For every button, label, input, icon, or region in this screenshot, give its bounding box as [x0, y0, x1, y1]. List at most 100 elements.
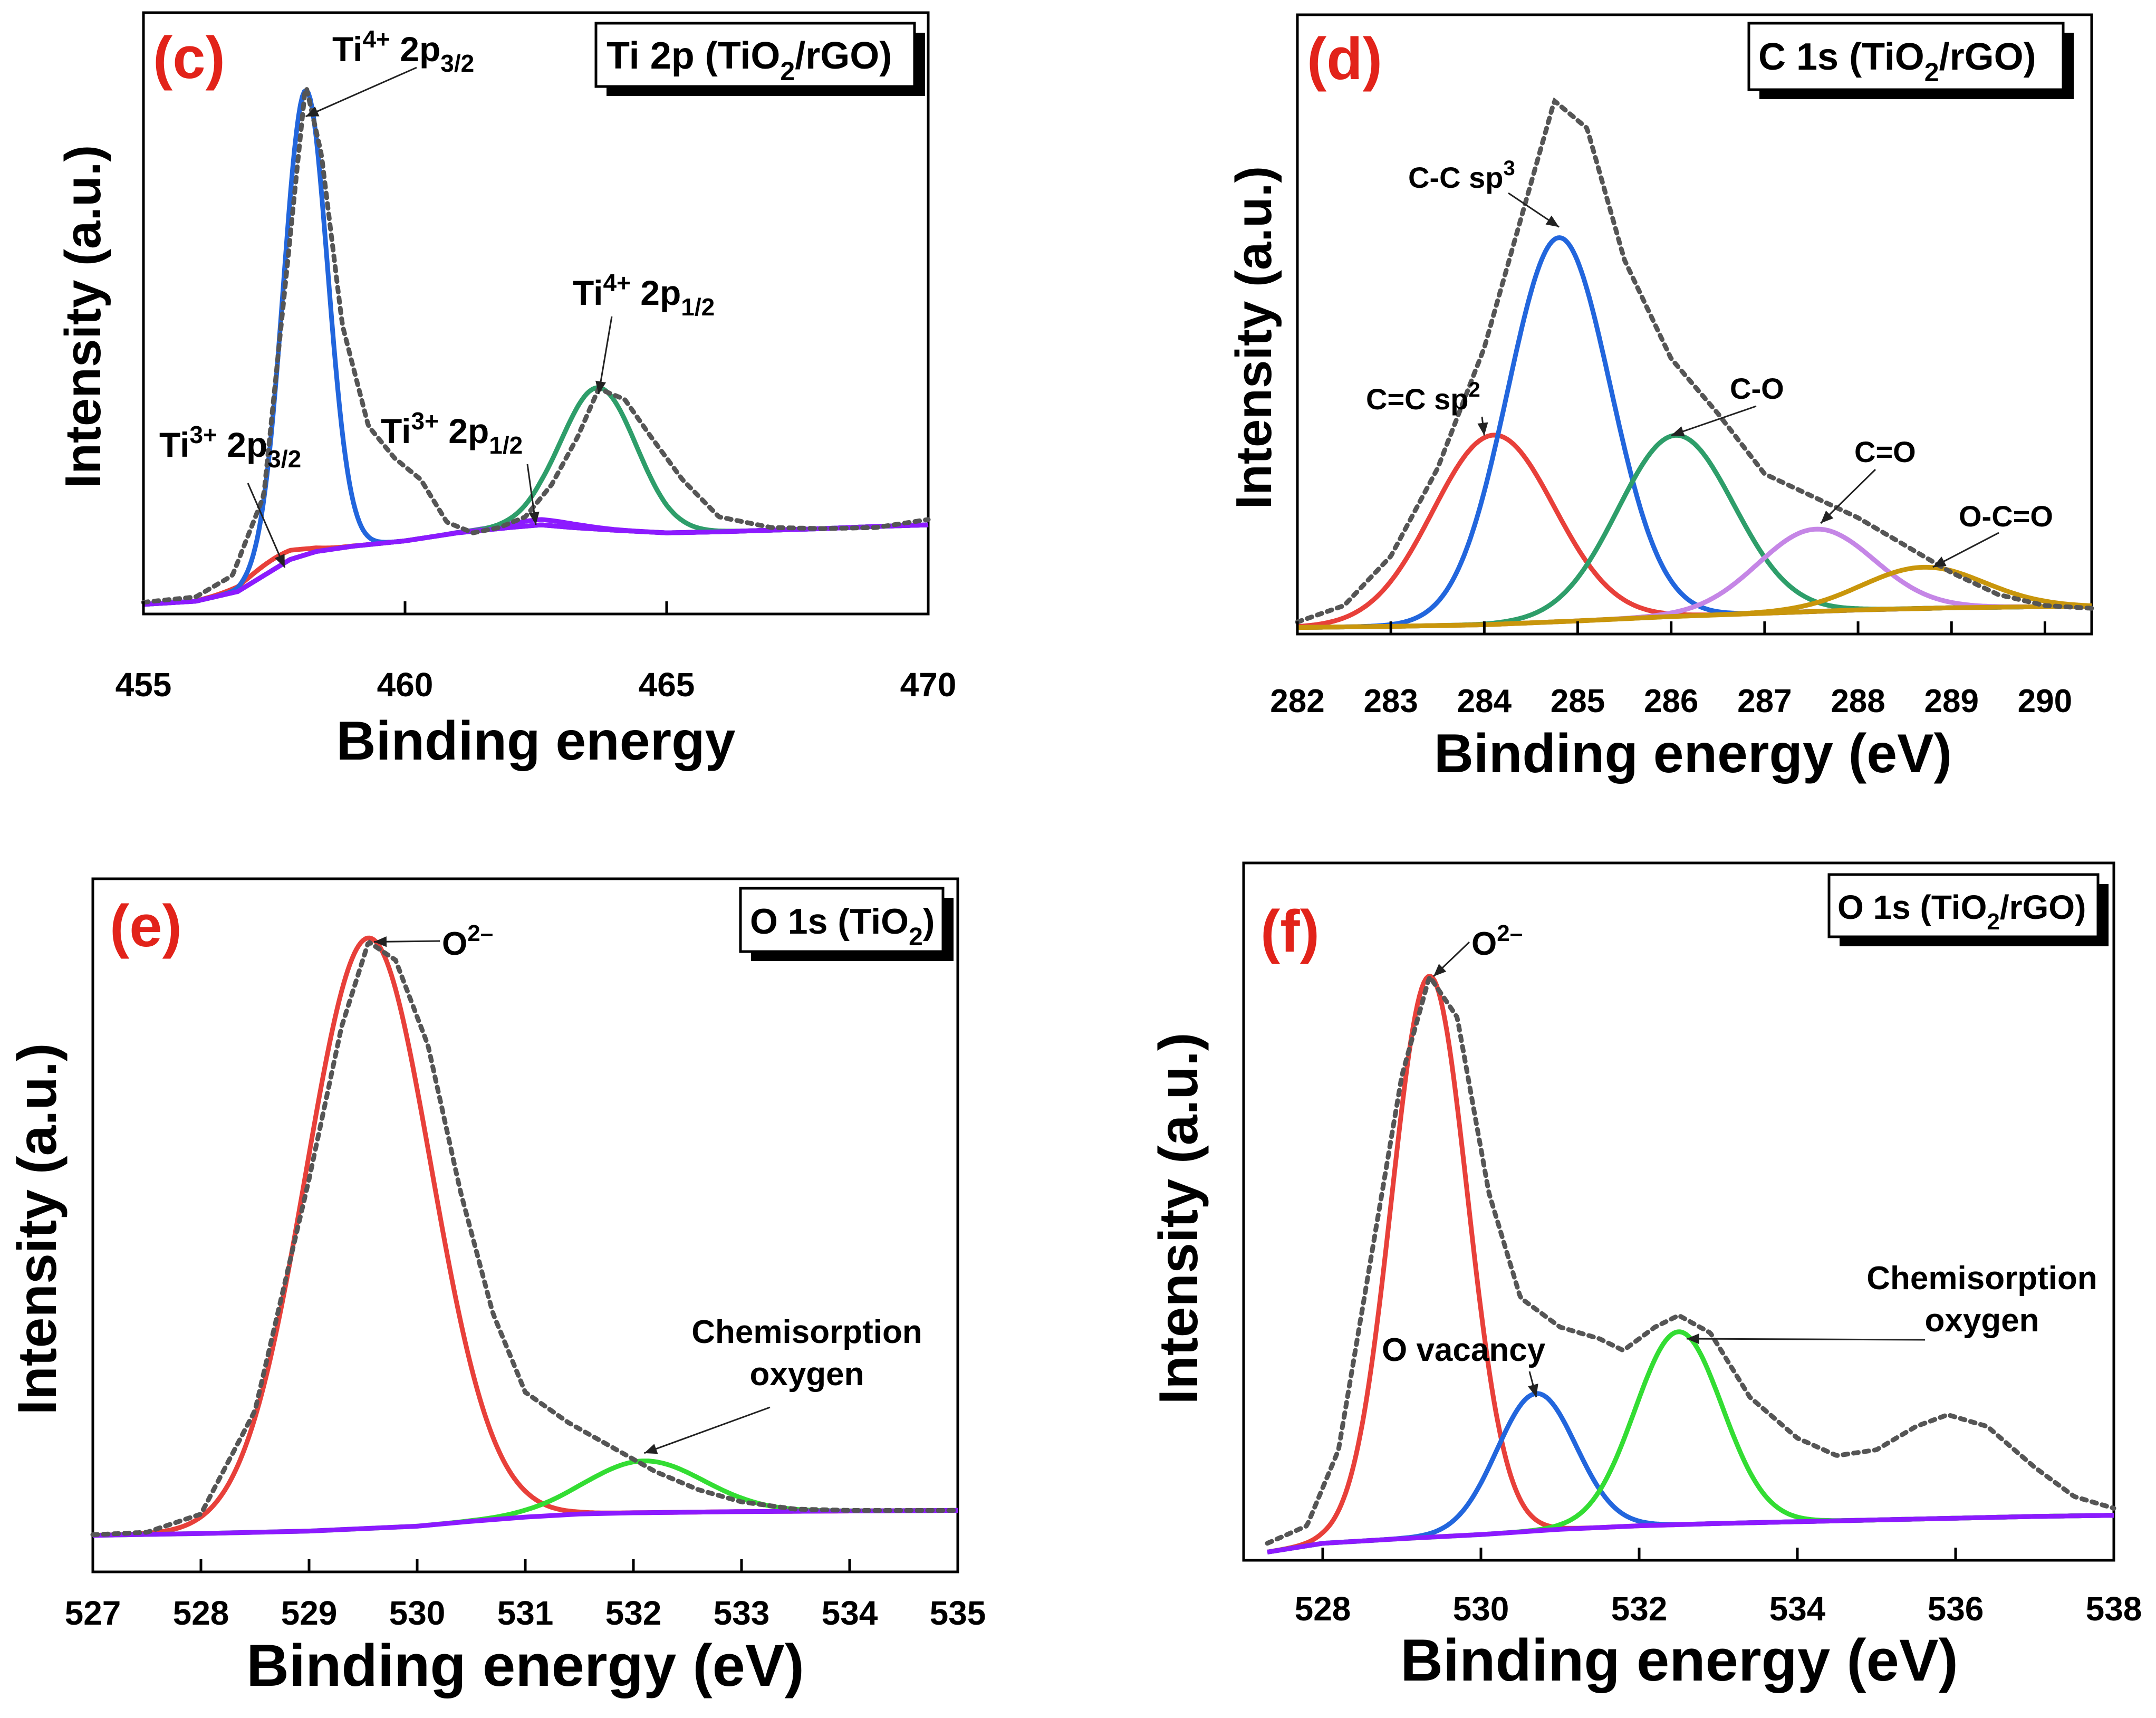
panel-f-annot-arrowhead-1 — [1528, 1384, 1538, 1397]
panel-e-x-tick-label-5: 532 — [605, 1594, 662, 1632]
panel-c-annot-ti4-2p32: Ti4+ 2p3/2 — [332, 25, 474, 77]
panel-e-annot-arrow-1 — [643, 1406, 771, 1454]
panel-e-x-tick-label-0: 527 — [65, 1594, 121, 1632]
panel-c-annot-arrowhead-2 — [274, 553, 285, 568]
panel-f-x-tick-label-5: 538 — [2086, 1590, 2142, 1628]
panel-e-title-box: O 1s (TiO2) — [739, 887, 954, 961]
panel-c-envelope-line — [141, 86, 931, 605]
panel-e-background-line — [92, 1508, 958, 1538]
panel-f-annot-arrowhead-2 — [1687, 1333, 1699, 1345]
panel-d-annot-arrowhead-1 — [1477, 422, 1488, 436]
panel-d-annot-arrow-2 — [1671, 405, 1757, 437]
panel-c-annot-arrow-0 — [305, 66, 417, 118]
panel-d-x-tick-label-5: 287 — [1737, 683, 1792, 719]
panel-d-x-tick-label-6: 288 — [1831, 683, 1885, 719]
panel-e-x-tick-label-2: 529 — [281, 1594, 338, 1632]
panel-e-x-tick-label-8: 535 — [930, 1594, 986, 1632]
panel-f-background-line — [1267, 1513, 2114, 1554]
panel-e-annot-oxygen: oxygen — [749, 1356, 864, 1393]
panel-e-x-ticks: 527 528 529 530 531 532 533 534 535 — [65, 1559, 986, 1632]
panel-c-annot-ti3-2p12: Ti3+ 2p1/2 — [381, 407, 523, 459]
panel-d-annot-arrowhead-3 — [1821, 510, 1834, 523]
panel-c-peak-0 — [143, 522, 929, 607]
panel-d-x-tick-label-8: 290 — [2018, 683, 2072, 719]
panel-d-annot-arrowhead-2 — [1671, 426, 1685, 437]
panel-d-title: C 1s (TiO2/rGO) — [1758, 36, 2036, 87]
panel-e-x-label: Binding energy (eV) — [246, 1633, 804, 1698]
panel-d-annotations: C-C sp3 C=C sp2 C-O C=O O-C=O — [1366, 157, 2053, 568]
panel-d-x-tick-label-3: 285 — [1551, 683, 1605, 719]
panel-d-annot-co: C-O — [1730, 372, 1784, 405]
panel-f-annot-o2: O2– — [1471, 920, 1523, 962]
panel-f-curves — [1265, 972, 2116, 1554]
panel-f-x-tick-label-4: 536 — [1928, 1590, 1984, 1628]
panel-f-title-box: O 1s (TiO2/rGO) — [1827, 873, 2109, 946]
panel-d-x-tick-label-1: 283 — [1363, 683, 1418, 719]
panel-c-title-box: Ti 2p (TiO2/rGO) — [594, 22, 925, 96]
panel-f-annot-arrow-2 — [1686, 1338, 1926, 1341]
panel-c: 455 460 465 470 (c) Ti 2p (TiO2/rGO) Intens… — [55, 11, 957, 772]
panel-e-curves — [90, 935, 960, 1538]
panel-f-x-tick-label-3: 534 — [1769, 1590, 1826, 1628]
panel-d-annot-o-c-eq-o: O-C=O — [1959, 500, 2053, 533]
panel-d-curves — [1295, 97, 2094, 630]
panel-e: 527 528 529 530 531 532 533 534 535 (e) O 1s (Ti… — [7, 877, 986, 1698]
panel-c-annot-ti3-2p32: Ti3+ 2p3/2 — [159, 421, 301, 473]
panel-f-annot-oxygen: oxygen — [1924, 1302, 2039, 1339]
panel-c-annot-ti4-2p12: Ti4+ 2p1/2 — [573, 269, 715, 321]
panel-e-x-tick-label-1: 528 — [173, 1594, 229, 1632]
panel-c-x-tick-label-3: 470 — [900, 666, 957, 704]
panel-f-x-tick-label-1: 530 — [1453, 1590, 1509, 1628]
panel-f-annot-o-vacancy: O vacancy — [1382, 1332, 1546, 1368]
panel-d-x-tick-label-0: 282 — [1270, 683, 1324, 719]
panel-f-title: O 1s (TiO2/rGO) — [1837, 888, 2086, 935]
panel-d-annot-arrow-3 — [1820, 468, 1876, 524]
panel-c-curves — [141, 86, 931, 607]
panel-f-x-ticks: 528 530 532 534 536 538 — [1295, 1548, 2142, 1628]
panel-d-frame — [1296, 13, 2093, 636]
panel-f-frame — [1242, 861, 2115, 1562]
panel-e-annotations: O2– Chemisorption oxygen — [373, 920, 922, 1454]
panel-f-annot-arrowhead-0 — [1433, 964, 1447, 977]
panel-c-annotations: Ti4+ 2p3/2 Ti4+ 2p1/2 Ti3+ 2p3/2 Ti3+ 2p… — [159, 25, 715, 568]
panel-c-annot-arrowhead-3 — [528, 511, 540, 525]
panel-d-x-tick-label-7: 289 — [1924, 683, 1979, 719]
panel-c-x-tick-label-1: 460 — [377, 666, 434, 704]
panel-c-x-tick-label-2: 465 — [639, 666, 695, 704]
panel-d-label: (d) — [1307, 26, 1382, 92]
panel-c-annot-arrowhead-1 — [595, 380, 607, 395]
panel-d-annot-cc-sp3: C-C sp3 — [1408, 157, 1515, 194]
panel-c-x-tick-label-0: 455 — [116, 666, 172, 704]
panel-c-annot-arrow-1 — [598, 316, 613, 395]
panel-e-x-tick-label-3: 530 — [389, 1594, 446, 1632]
panel-d-title-box: C 1s (TiO2/rGO) — [1747, 22, 2074, 99]
panel-d-annot-cc-sp2: C=C sp2 — [1366, 378, 1480, 416]
panel-f-label: (f) — [1260, 898, 1320, 964]
panel-d-background-line — [1297, 604, 2092, 630]
panel-e-y-label: Intensity (a.u.) — [7, 1043, 68, 1415]
panel-e-envelope-line — [90, 939, 960, 1537]
panel-c-annot-arrowhead-0 — [305, 106, 320, 117]
panel-f-x-tick-label-2: 532 — [1611, 1590, 1668, 1628]
panel-c-background-line — [143, 522, 929, 607]
panel-c-label: (c) — [153, 25, 225, 91]
panel-e-annot-o2: O2– — [442, 920, 493, 962]
panel-c-annot-arrow-2 — [247, 483, 286, 568]
panel-d-annot-arrowhead-4 — [1932, 556, 1947, 568]
panel-c-title: Ti 2p (TiO2/rGO) — [607, 35, 892, 86]
panel-d-annot-c-eq-o: C=O — [1854, 435, 1916, 468]
panel-c-x-ticks: 455 460 465 470 — [116, 601, 957, 704]
panel-f-envelope-line — [1265, 972, 2116, 1546]
panel-e-annot-arrowhead-1 — [644, 1444, 658, 1454]
panel-f-x-label: Binding energy (eV) — [1400, 1627, 1958, 1693]
panel-d-x-tick-label-2: 284 — [1457, 683, 1512, 719]
panel-d-peak-1 — [1297, 235, 2092, 630]
panel-c-peak-2 — [143, 517, 929, 607]
panel-e-x-tick-label-6: 533 — [714, 1594, 770, 1632]
panel-f-y-label: Intensity (a.u.) — [1148, 1033, 1209, 1405]
panel-c-x-label: Binding energy — [336, 711, 736, 772]
panel-c-frame — [142, 11, 930, 616]
panel-e-label: (e) — [110, 893, 182, 959]
